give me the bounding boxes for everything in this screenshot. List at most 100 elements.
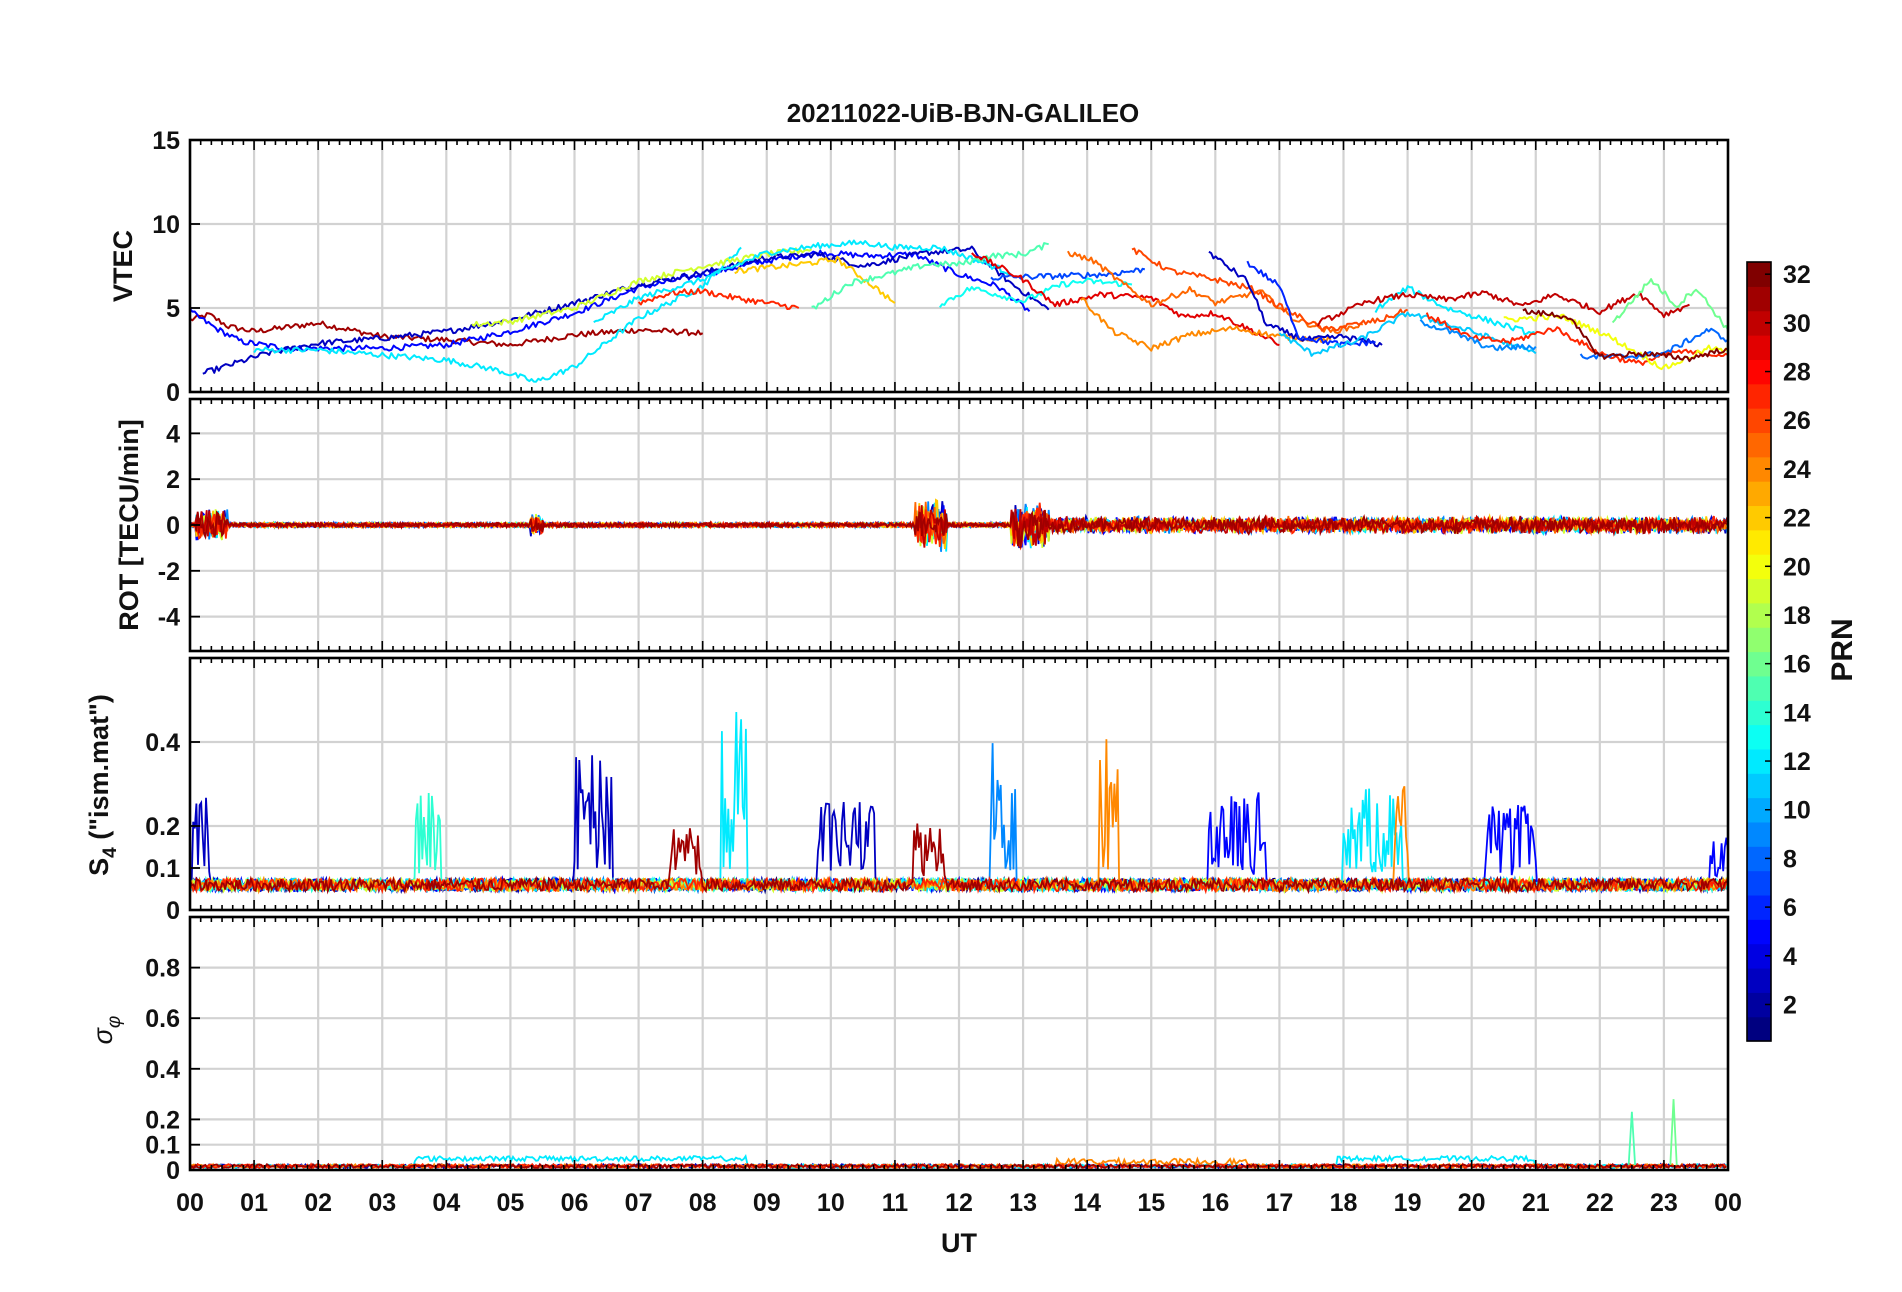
vtec-series-prn-32 — [1522, 308, 1729, 363]
vtec-series-prn-3 — [1208, 250, 1383, 348]
y-tick-label: 15 — [152, 127, 180, 155]
y-tick-label: 5 — [166, 295, 180, 323]
vtec-series-prn-15 — [811, 242, 1049, 310]
colorbar-cell — [1747, 529, 1771, 555]
colorbar-cell — [1747, 821, 1771, 847]
x-tick-label: 14 — [1073, 1189, 1101, 1217]
vtec-series-prn-30 — [1317, 290, 1690, 327]
sigma-spike-prn-15 — [1627, 1111, 1636, 1165]
colorbar-tick-label: 10 — [1783, 797, 1811, 825]
vtec-series-prn-31 — [189, 312, 704, 348]
s4-ylabel: S4 ("ism.mat") — [84, 694, 121, 876]
panel-vtec: 0 5 10 15 VTEC — [108, 127, 1730, 407]
colorbar-tick-label: 16 — [1783, 651, 1811, 679]
x-tick-label: 04 — [432, 1189, 460, 1217]
vtec-series-prn-9 — [1419, 319, 1537, 352]
colorbar-tick-label: 24 — [1783, 456, 1811, 484]
vtec-series-prn-27 — [1425, 312, 1729, 366]
sigma-ylabel: σφ — [88, 1016, 125, 1045]
colorbar-cell — [1747, 578, 1771, 604]
colorbar-tick-label: 28 — [1783, 359, 1811, 387]
x-tick-label: 15 — [1137, 1189, 1165, 1217]
rot-ylabel: ROT [TECU/min] — [114, 419, 144, 630]
panel-s4: 0 0.1 0.2 0.4 S4 ("ism.mat") — [84, 656, 1730, 925]
x-tick-label: 03 — [368, 1189, 396, 1217]
y-tick-label: 2 — [166, 466, 180, 494]
x-axis-label: UT — [941, 1228, 977, 1258]
x-tick-label: 12 — [945, 1189, 973, 1217]
vtec-series-prn-25 — [1067, 250, 1364, 334]
vtec-series-prn-16 — [1611, 278, 1729, 331]
colorbar-cell — [1747, 286, 1771, 312]
y-tick-label: 0.2 — [145, 813, 180, 841]
rot-series-prn-27 — [189, 502, 1729, 551]
colorbar-cell — [1747, 724, 1771, 750]
colorbar-tick-label: 22 — [1783, 505, 1811, 533]
y-tick-label: 0.1 — [145, 1132, 180, 1160]
x-tick-label: 06 — [561, 1189, 589, 1217]
vtec-series-prn-29 — [971, 252, 1280, 346]
vtec-series-prn-13 — [938, 277, 1133, 308]
colorbar-tick-label: 12 — [1783, 748, 1811, 776]
sigma-ylabel-sub: φ — [104, 1016, 125, 1028]
colorbar-tick-label: 8 — [1783, 845, 1797, 873]
x-tick-label: 10 — [817, 1189, 845, 1217]
colorbar-cell — [1747, 627, 1771, 653]
panel-rot: -4 -2 0 2 4 ROT [TECU/min] — [114, 397, 1730, 653]
x-tick-label: 23 — [1650, 1189, 1678, 1217]
colorbar-tick-label: 20 — [1783, 553, 1811, 581]
x-tick-label: 05 — [497, 1189, 525, 1217]
x-tick-label: 11 — [882, 1189, 909, 1217]
x-tick-label: 02 — [304, 1189, 332, 1217]
chart-title: 20211022-UiB-BJN-GALILEO — [787, 98, 1140, 128]
sigma-ylabel-main: σ — [88, 1026, 118, 1044]
s4-ylabel-sub: 4 — [100, 847, 121, 858]
colorbar-tick-label: 32 — [1783, 261, 1811, 289]
vtec-series-prn-12 — [593, 239, 1011, 323]
colorbar-cell — [1747, 481, 1771, 507]
colorbar-tick-label: 18 — [1783, 602, 1811, 630]
x-tick-label: 01 — [240, 1189, 268, 1217]
colorbar-tick-label: 30 — [1783, 310, 1811, 338]
x-tick-label: 13 — [1009, 1189, 1037, 1217]
colorbar-tick-label: 4 — [1783, 943, 1797, 971]
s4-series-prn-27 — [189, 875, 1729, 895]
panel-sigma: 00.10.2 0.4 0.6 0.8 σφ — [88, 915, 1730, 1185]
vtec-series-prn-27 — [637, 287, 800, 310]
x-tick-label: 22 — [1586, 1189, 1614, 1217]
colorbar-cell — [1747, 870, 1771, 896]
x-tick-label: 08 — [689, 1189, 717, 1217]
colorbar-cell — [1747, 383, 1771, 409]
s4-ylabel-rest: ("ism.mat") — [84, 694, 114, 847]
x-tick-label: 07 — [625, 1189, 653, 1217]
y-tick-label: -2 — [158, 558, 180, 586]
vtec-series-prn-5 — [189, 249, 1031, 352]
y-tick-label: 0.8 — [145, 955, 180, 983]
colorbar-cell — [1747, 675, 1771, 701]
colorbar-cell — [1747, 432, 1771, 458]
x-tick-label: 18 — [1330, 1189, 1358, 1217]
colorbar-tick-label: 14 — [1783, 699, 1811, 727]
y-tick-label: 0 — [166, 512, 180, 540]
colorbar-tick-label: 6 — [1783, 894, 1797, 922]
vtec-series-prn-12 — [253, 246, 742, 383]
s4-ylabel-main: S — [84, 858, 114, 876]
colorbar-label: PRN — [1826, 618, 1859, 681]
x-tick-label: 20 — [1458, 1189, 1486, 1217]
rot-series-prn-31 — [189, 509, 1729, 549]
colorbar-tick-label: 2 — [1783, 991, 1797, 1019]
colorbar-tick-label: 26 — [1783, 407, 1811, 435]
colorbar-cell — [1747, 773, 1771, 799]
y-tick-label: -4 — [158, 604, 180, 632]
vtec-series-prn-26 — [1131, 247, 1408, 332]
x-tick-label: 19 — [1394, 1189, 1422, 1217]
vtec-series-prn-12 — [1374, 285, 1537, 336]
x-tick-label: 00 — [176, 1189, 204, 1217]
y-tick-label: 0 — [166, 897, 180, 925]
s4-series-prn-31 — [189, 823, 1729, 895]
colorbar-cell — [1747, 967, 1771, 993]
x-tick-label: 17 — [1266, 1189, 1294, 1217]
vtec-ylabel: VTEC — [108, 230, 138, 302]
